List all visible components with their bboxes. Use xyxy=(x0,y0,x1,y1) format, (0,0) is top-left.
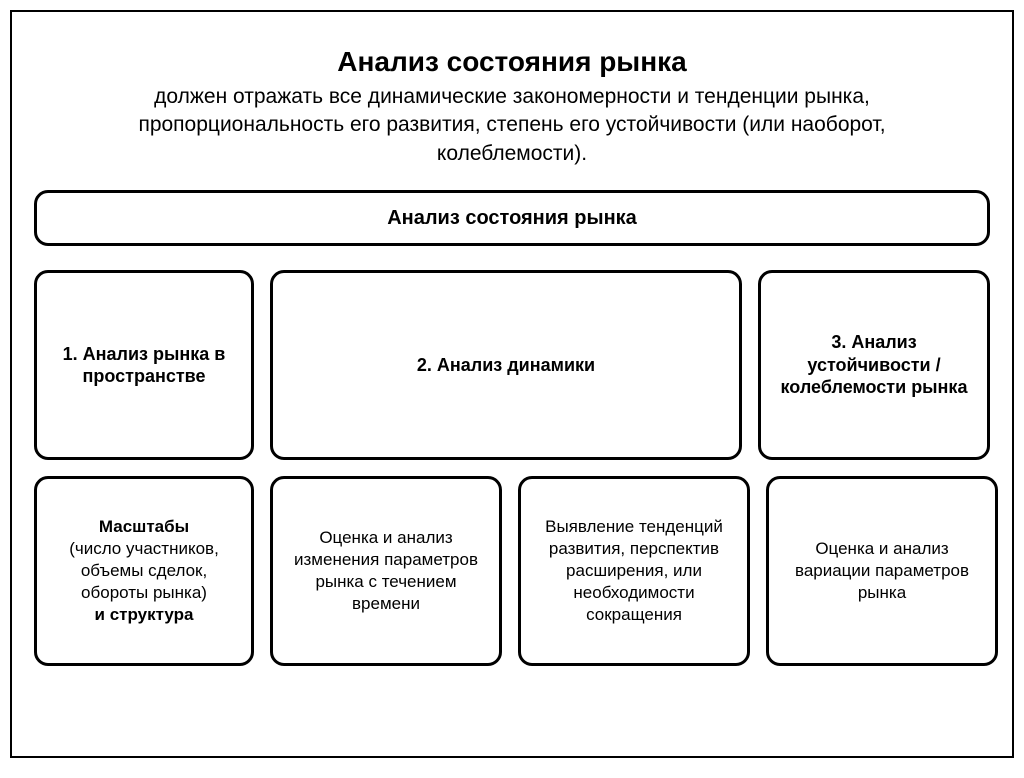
header-box: Анализ состояния рынка xyxy=(34,190,990,246)
detail-1-lead: Масштабы xyxy=(99,517,189,536)
detail-4-text: Оценка и анализ вариации параметров рынк… xyxy=(779,538,985,604)
detail-1-tail: и структура xyxy=(95,605,194,624)
category-3-label: 3. Анализ устойчивости / колеблемости ры… xyxy=(771,331,977,399)
detail-box-1: Масштабы (число участников, объемы сдело… xyxy=(34,476,254,666)
detail-1-paren: (число участников, объемы сделок, оборот… xyxy=(69,539,219,602)
row-categories: 1. Анализ рынка в пространстве 2. Анализ… xyxy=(34,270,990,460)
detail-box-4: Оценка и анализ вариации параметров рынк… xyxy=(766,476,998,666)
category-box-1: 1. Анализ рынка в пространстве xyxy=(34,270,254,460)
category-2-label: 2. Анализ динамики xyxy=(417,354,595,377)
detail-1-text: Масштабы (число участников, объемы сдело… xyxy=(47,516,241,626)
header-box-label: Анализ состояния рынка xyxy=(387,207,637,230)
category-box-3: 3. Анализ устойчивости / колеблемости ры… xyxy=(758,270,990,460)
detail-2-text: Оценка и анализ изменения параметров рын… xyxy=(283,527,489,615)
row-details: Масштабы (число участников, объемы сдело… xyxy=(34,476,990,666)
category-1-label: 1. Анализ рынка в пространстве xyxy=(47,343,241,388)
page-title: Анализ состояния рынка xyxy=(34,44,990,79)
detail-3-text: Выявление тенденций развития, перспектив… xyxy=(531,516,737,626)
category-box-2: 2. Анализ динамики xyxy=(270,270,742,460)
detail-box-3: Выявление тенденций развития, перспектив… xyxy=(518,476,750,666)
detail-box-2: Оценка и анализ изменения параметров рын… xyxy=(270,476,502,666)
page-subtitle: должен отражать все динамические законом… xyxy=(62,83,962,168)
diagram-frame: Анализ состояния рынка должен отражать в… xyxy=(10,10,1014,758)
row-header: Анализ состояния рынка xyxy=(34,190,990,246)
